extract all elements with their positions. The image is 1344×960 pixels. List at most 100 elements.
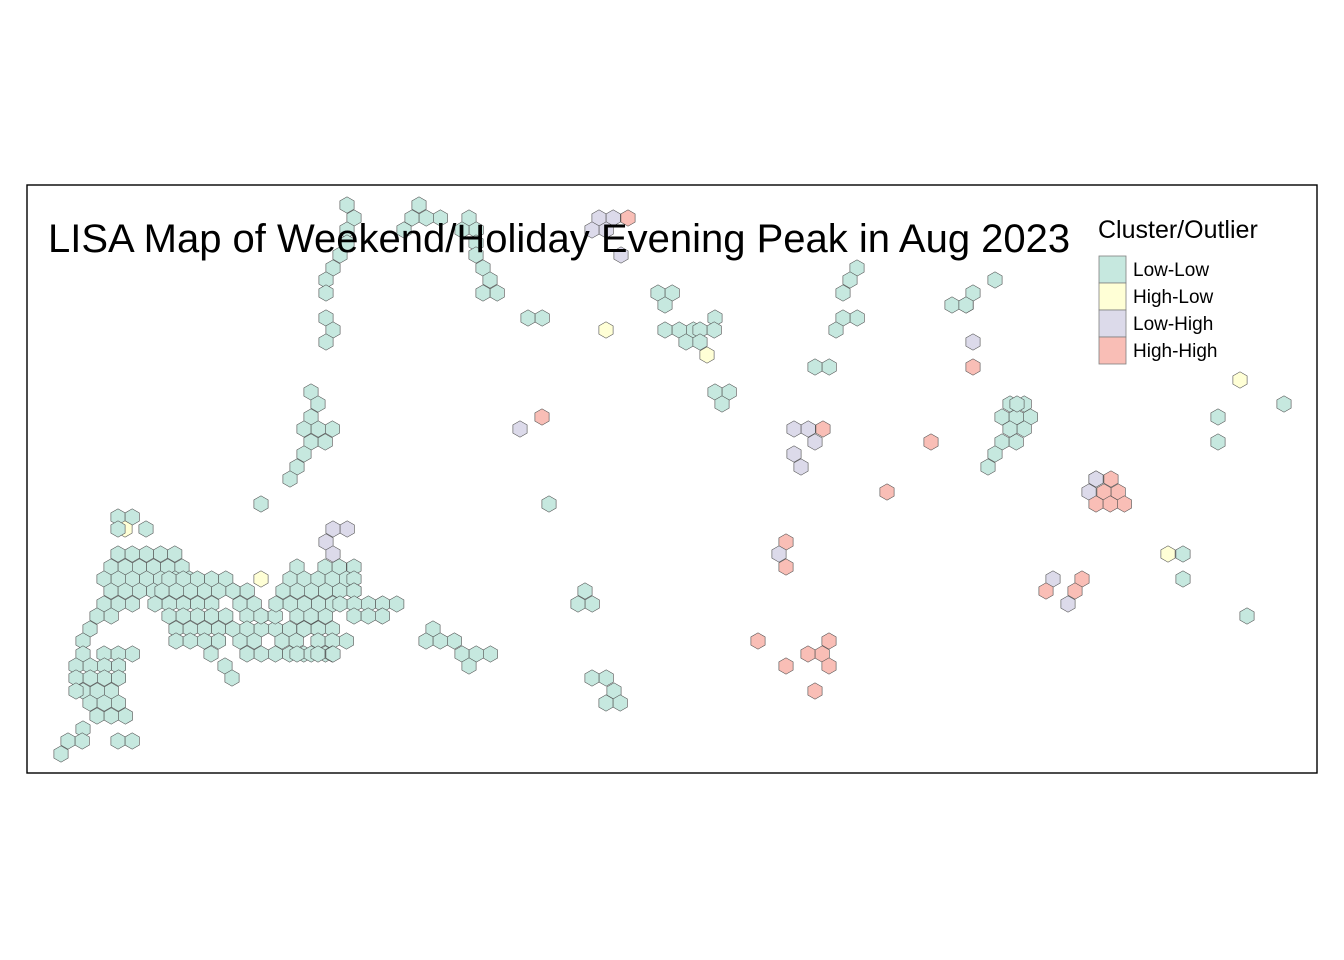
hex-cell-low-low xyxy=(706,321,722,339)
hexagon-layer xyxy=(53,196,1292,763)
hex-cell-low-high xyxy=(613,246,629,264)
hex-cell-low-low xyxy=(103,607,119,625)
hex-cell-low-low xyxy=(657,296,673,314)
hex-cell-low-low xyxy=(849,309,865,327)
hex-cell-low-low xyxy=(138,520,154,538)
hex-cell-low-low xyxy=(541,495,557,513)
hex-cell-low-low xyxy=(958,296,974,314)
hex-cell-low-low xyxy=(253,495,269,513)
hex-cell-low-high xyxy=(598,221,614,239)
hex-cell-low-high xyxy=(965,333,981,351)
hex-cell-low-low xyxy=(246,632,262,650)
hex-cell-low-low xyxy=(167,545,183,563)
hex-cell-high-high xyxy=(879,483,895,501)
hex-cell-low-low xyxy=(204,595,220,613)
hex-cell-low-low xyxy=(842,271,858,289)
hex-cell-low-low xyxy=(346,582,362,600)
hex-cell-low-low xyxy=(1210,433,1226,451)
hex-cell-low-low xyxy=(1276,395,1292,413)
hex-cell-low-low xyxy=(432,209,448,227)
hex-cell-low-low xyxy=(714,395,730,413)
map-title: LISA Map of Weekend/Holiday Evening Peak… xyxy=(48,217,1070,261)
hex-cell-low-high xyxy=(771,545,787,563)
hex-cell-low-low xyxy=(346,570,362,588)
hex-cell-low-low xyxy=(374,607,390,625)
hex-cell-low-low xyxy=(74,732,90,750)
hex-cell-low-low xyxy=(296,445,312,463)
hex-cell-high-high xyxy=(815,420,831,438)
hex-cell-low-low xyxy=(318,333,334,351)
hex-cell-low-low xyxy=(821,358,837,376)
hex-cell-low-high xyxy=(1088,470,1104,488)
hex-cell-low-high xyxy=(786,445,802,463)
hex-cell-low-low xyxy=(125,595,140,613)
hex-cell-low-low xyxy=(239,582,255,600)
hex-cell-low-low xyxy=(468,221,484,239)
hex-cell-high-high xyxy=(620,209,636,227)
hex-cell-low-low xyxy=(987,271,1003,289)
hex-cell-low-low xyxy=(389,595,405,613)
hex-cell-low-low xyxy=(482,271,498,289)
hex-cell-low-low xyxy=(339,221,355,239)
hex-cell-low-low xyxy=(211,632,226,650)
hex-cell-low-low xyxy=(303,607,319,625)
legend-swatch-high-low xyxy=(1098,282,1127,311)
legend-label-high-low: High-Low xyxy=(1133,287,1214,308)
hex-cell-high-high xyxy=(821,657,837,675)
hex-cell-low-low xyxy=(110,520,126,538)
hex-cell-low-low xyxy=(1239,607,1255,625)
hex-cell-low-low xyxy=(317,433,333,451)
hex-cell-low-low xyxy=(68,682,84,700)
hex-cell-low-low xyxy=(707,309,723,327)
hex-cell-high-high xyxy=(923,433,939,451)
hex-cell-low-low xyxy=(1210,408,1226,426)
hex-cell-low-low xyxy=(461,657,477,675)
hex-cell-low-low xyxy=(612,694,628,712)
hex-cell-low-low xyxy=(224,669,240,687)
hex-cell-high-high xyxy=(807,682,823,700)
hex-cell-low-low xyxy=(1175,570,1191,588)
hex-cell-low-low xyxy=(828,321,844,339)
hex-cell-low-low xyxy=(598,669,614,687)
hex-cell-low-low xyxy=(282,470,298,488)
hex-cell-low-low xyxy=(218,607,234,625)
hex-cell-low-low xyxy=(446,632,462,650)
hex-cell-low-high xyxy=(512,420,528,438)
hex-cell-low-low xyxy=(1175,545,1191,563)
hex-cell-high-low xyxy=(598,321,614,339)
hex-cell-low-high xyxy=(325,545,341,563)
hex-cell-high-low xyxy=(699,346,715,364)
hex-cell-high-low xyxy=(253,570,269,588)
hex-cell-low-low xyxy=(1016,420,1032,438)
hex-cell-low-low xyxy=(75,632,91,650)
hex-cell-low-low xyxy=(489,284,505,302)
hex-cell-low-low xyxy=(318,271,334,289)
hex-cell-low-low xyxy=(324,620,340,638)
legend-label-low-low: Low-Low xyxy=(1133,260,1209,281)
hex-cell-low-high xyxy=(793,458,809,476)
hex-cell-low-low xyxy=(325,645,341,663)
hex-cell-low-low xyxy=(482,645,498,663)
hex-cell-low-low xyxy=(118,707,133,725)
legend: Cluster/Outlier Low-Low High-Low Low-Hig… xyxy=(1098,216,1258,365)
hex-cell-low-low xyxy=(396,221,412,239)
hex-cell-high-low xyxy=(1160,545,1176,563)
hex-cell-low-low xyxy=(124,732,140,750)
hex-cell-low-low xyxy=(318,284,334,302)
hex-cell-low-low xyxy=(53,745,69,763)
hex-cell-low-low xyxy=(534,309,550,327)
hex-cell-low-low xyxy=(980,458,996,476)
hex-cell-high-low xyxy=(1232,371,1248,389)
hex-cell-low-low xyxy=(111,669,126,687)
hex-cell-low-low xyxy=(1008,433,1024,451)
hex-cell-high-high xyxy=(821,632,837,650)
hex-cell-low-low xyxy=(835,284,851,302)
hex-cell-low-high xyxy=(339,520,355,538)
hex-cell-high-high xyxy=(750,632,766,650)
legend-swatch-low-high xyxy=(1098,309,1127,338)
hex-cell-low-low xyxy=(1009,395,1025,413)
hex-cell-low-low xyxy=(125,645,140,663)
hex-cell-low-low xyxy=(75,720,91,738)
hex-cell-low-low xyxy=(203,645,219,663)
